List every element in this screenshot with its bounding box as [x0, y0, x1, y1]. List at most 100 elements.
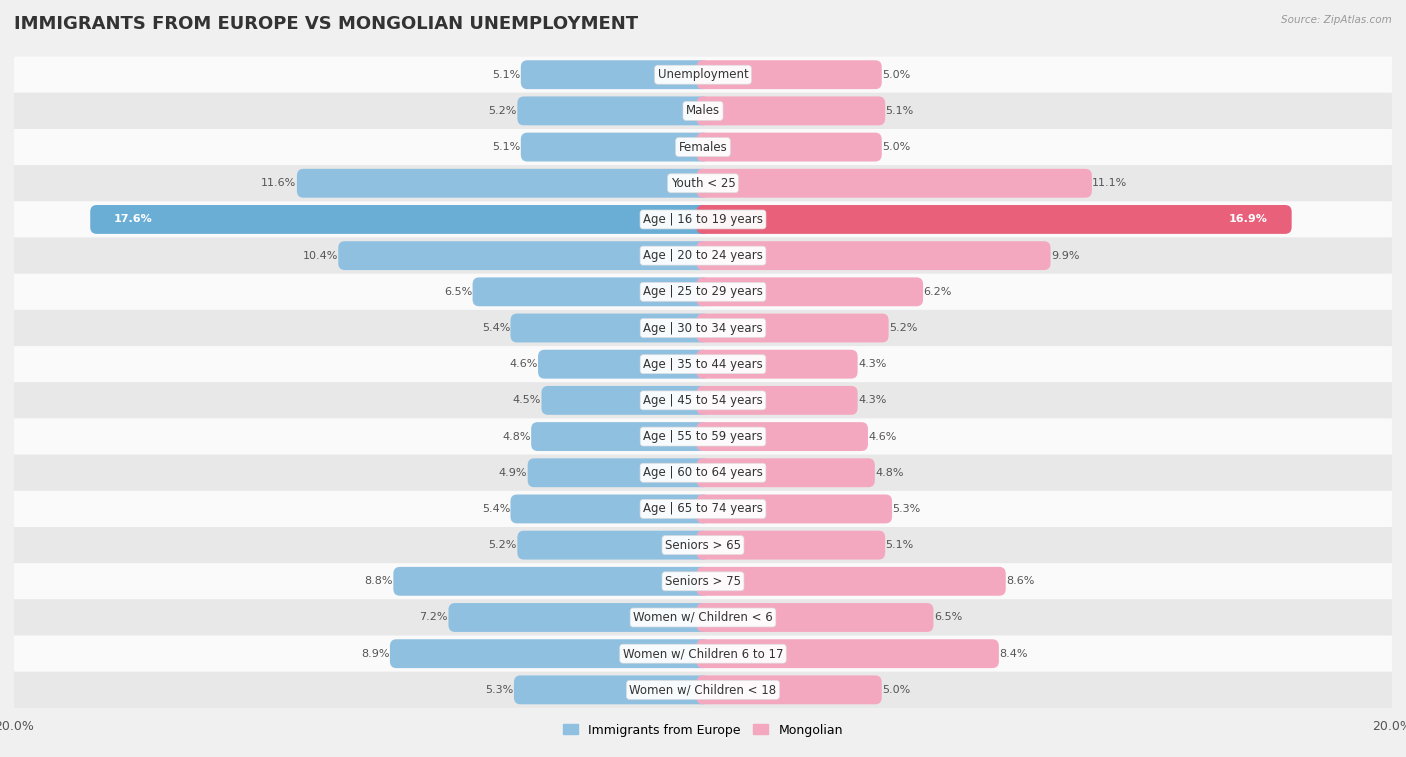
Text: 8.8%: 8.8%	[364, 576, 392, 587]
FancyBboxPatch shape	[520, 132, 710, 161]
FancyBboxPatch shape	[696, 422, 868, 451]
FancyBboxPatch shape	[14, 201, 1392, 238]
FancyBboxPatch shape	[394, 567, 710, 596]
FancyBboxPatch shape	[696, 277, 924, 307]
FancyBboxPatch shape	[14, 563, 1392, 600]
Text: 17.6%: 17.6%	[114, 214, 153, 224]
Text: 8.6%: 8.6%	[1007, 576, 1035, 587]
FancyBboxPatch shape	[14, 165, 1392, 201]
FancyBboxPatch shape	[517, 96, 710, 126]
Text: 5.1%: 5.1%	[492, 142, 520, 152]
Text: 5.2%: 5.2%	[889, 323, 917, 333]
FancyBboxPatch shape	[696, 61, 882, 89]
FancyBboxPatch shape	[696, 675, 882, 704]
Text: Age | 25 to 29 years: Age | 25 to 29 years	[643, 285, 763, 298]
FancyBboxPatch shape	[14, 671, 1392, 708]
FancyBboxPatch shape	[696, 494, 891, 523]
FancyBboxPatch shape	[696, 132, 882, 161]
FancyBboxPatch shape	[696, 386, 858, 415]
FancyBboxPatch shape	[14, 382, 1392, 419]
FancyBboxPatch shape	[520, 61, 710, 89]
Text: Women w/ Children < 18: Women w/ Children < 18	[630, 684, 776, 696]
Text: 8.4%: 8.4%	[1000, 649, 1028, 659]
Text: 4.8%: 4.8%	[502, 431, 531, 441]
FancyBboxPatch shape	[297, 169, 710, 198]
Text: 5.2%: 5.2%	[489, 540, 517, 550]
FancyBboxPatch shape	[14, 600, 1392, 636]
Text: 5.0%: 5.0%	[882, 142, 910, 152]
Text: Age | 35 to 44 years: Age | 35 to 44 years	[643, 358, 763, 371]
Text: 4.5%: 4.5%	[513, 395, 541, 406]
Text: 5.2%: 5.2%	[489, 106, 517, 116]
Text: 4.6%: 4.6%	[509, 359, 537, 369]
FancyBboxPatch shape	[14, 129, 1392, 165]
Text: 4.6%: 4.6%	[869, 431, 897, 441]
FancyBboxPatch shape	[14, 57, 1392, 93]
Text: 4.3%: 4.3%	[858, 359, 886, 369]
Text: Age | 65 to 74 years: Age | 65 to 74 years	[643, 503, 763, 516]
Text: Women w/ Children 6 to 17: Women w/ Children 6 to 17	[623, 647, 783, 660]
FancyBboxPatch shape	[14, 274, 1392, 310]
Text: Seniors > 65: Seniors > 65	[665, 539, 741, 552]
FancyBboxPatch shape	[515, 675, 710, 704]
FancyBboxPatch shape	[696, 96, 886, 126]
FancyBboxPatch shape	[541, 386, 710, 415]
FancyBboxPatch shape	[14, 636, 1392, 671]
Text: 7.2%: 7.2%	[419, 612, 449, 622]
FancyBboxPatch shape	[449, 603, 710, 632]
Text: 6.5%: 6.5%	[934, 612, 962, 622]
Text: 6.5%: 6.5%	[444, 287, 472, 297]
Text: 10.4%: 10.4%	[302, 251, 337, 260]
Text: 5.0%: 5.0%	[882, 685, 910, 695]
Text: Age | 30 to 34 years: Age | 30 to 34 years	[643, 322, 763, 335]
Text: 8.9%: 8.9%	[361, 649, 389, 659]
Text: Unemployment: Unemployment	[658, 68, 748, 81]
Text: Seniors > 75: Seniors > 75	[665, 575, 741, 587]
Text: Females: Females	[679, 141, 727, 154]
FancyBboxPatch shape	[538, 350, 710, 378]
FancyBboxPatch shape	[14, 527, 1392, 563]
FancyBboxPatch shape	[389, 639, 710, 668]
FancyBboxPatch shape	[527, 458, 710, 488]
Text: 4.3%: 4.3%	[858, 395, 886, 406]
Text: Youth < 25: Youth < 25	[671, 177, 735, 190]
Text: Age | 16 to 19 years: Age | 16 to 19 years	[643, 213, 763, 226]
FancyBboxPatch shape	[696, 350, 858, 378]
Text: Age | 45 to 54 years: Age | 45 to 54 years	[643, 394, 763, 407]
FancyBboxPatch shape	[696, 567, 1005, 596]
FancyBboxPatch shape	[14, 238, 1392, 274]
Text: 6.2%: 6.2%	[924, 287, 952, 297]
FancyBboxPatch shape	[696, 639, 998, 668]
Text: 9.9%: 9.9%	[1050, 251, 1080, 260]
FancyBboxPatch shape	[696, 169, 1092, 198]
FancyBboxPatch shape	[696, 313, 889, 342]
Legend: Immigrants from Europe, Mongolian: Immigrants from Europe, Mongolian	[558, 718, 848, 742]
Text: Males: Males	[686, 104, 720, 117]
Text: Age | 60 to 64 years: Age | 60 to 64 years	[643, 466, 763, 479]
FancyBboxPatch shape	[517, 531, 710, 559]
Text: 5.4%: 5.4%	[482, 504, 510, 514]
Text: Age | 20 to 24 years: Age | 20 to 24 years	[643, 249, 763, 262]
Text: Age | 55 to 59 years: Age | 55 to 59 years	[643, 430, 763, 443]
Text: 16.9%: 16.9%	[1229, 214, 1268, 224]
Text: 5.0%: 5.0%	[882, 70, 910, 79]
FancyBboxPatch shape	[696, 241, 1050, 270]
FancyBboxPatch shape	[339, 241, 710, 270]
FancyBboxPatch shape	[14, 346, 1392, 382]
Text: Women w/ Children < 6: Women w/ Children < 6	[633, 611, 773, 624]
Text: 5.1%: 5.1%	[492, 70, 520, 79]
Text: 5.3%: 5.3%	[893, 504, 921, 514]
FancyBboxPatch shape	[510, 313, 710, 342]
Text: 4.9%: 4.9%	[499, 468, 527, 478]
Text: 5.3%: 5.3%	[485, 685, 513, 695]
FancyBboxPatch shape	[472, 277, 710, 307]
FancyBboxPatch shape	[696, 205, 1292, 234]
Text: IMMIGRANTS FROM EUROPE VS MONGOLIAN UNEMPLOYMENT: IMMIGRANTS FROM EUROPE VS MONGOLIAN UNEM…	[14, 15, 638, 33]
FancyBboxPatch shape	[531, 422, 710, 451]
Text: 11.1%: 11.1%	[1092, 178, 1128, 188]
Text: 5.4%: 5.4%	[482, 323, 510, 333]
FancyBboxPatch shape	[510, 494, 710, 523]
Text: 5.1%: 5.1%	[886, 540, 914, 550]
FancyBboxPatch shape	[14, 93, 1392, 129]
FancyBboxPatch shape	[14, 310, 1392, 346]
